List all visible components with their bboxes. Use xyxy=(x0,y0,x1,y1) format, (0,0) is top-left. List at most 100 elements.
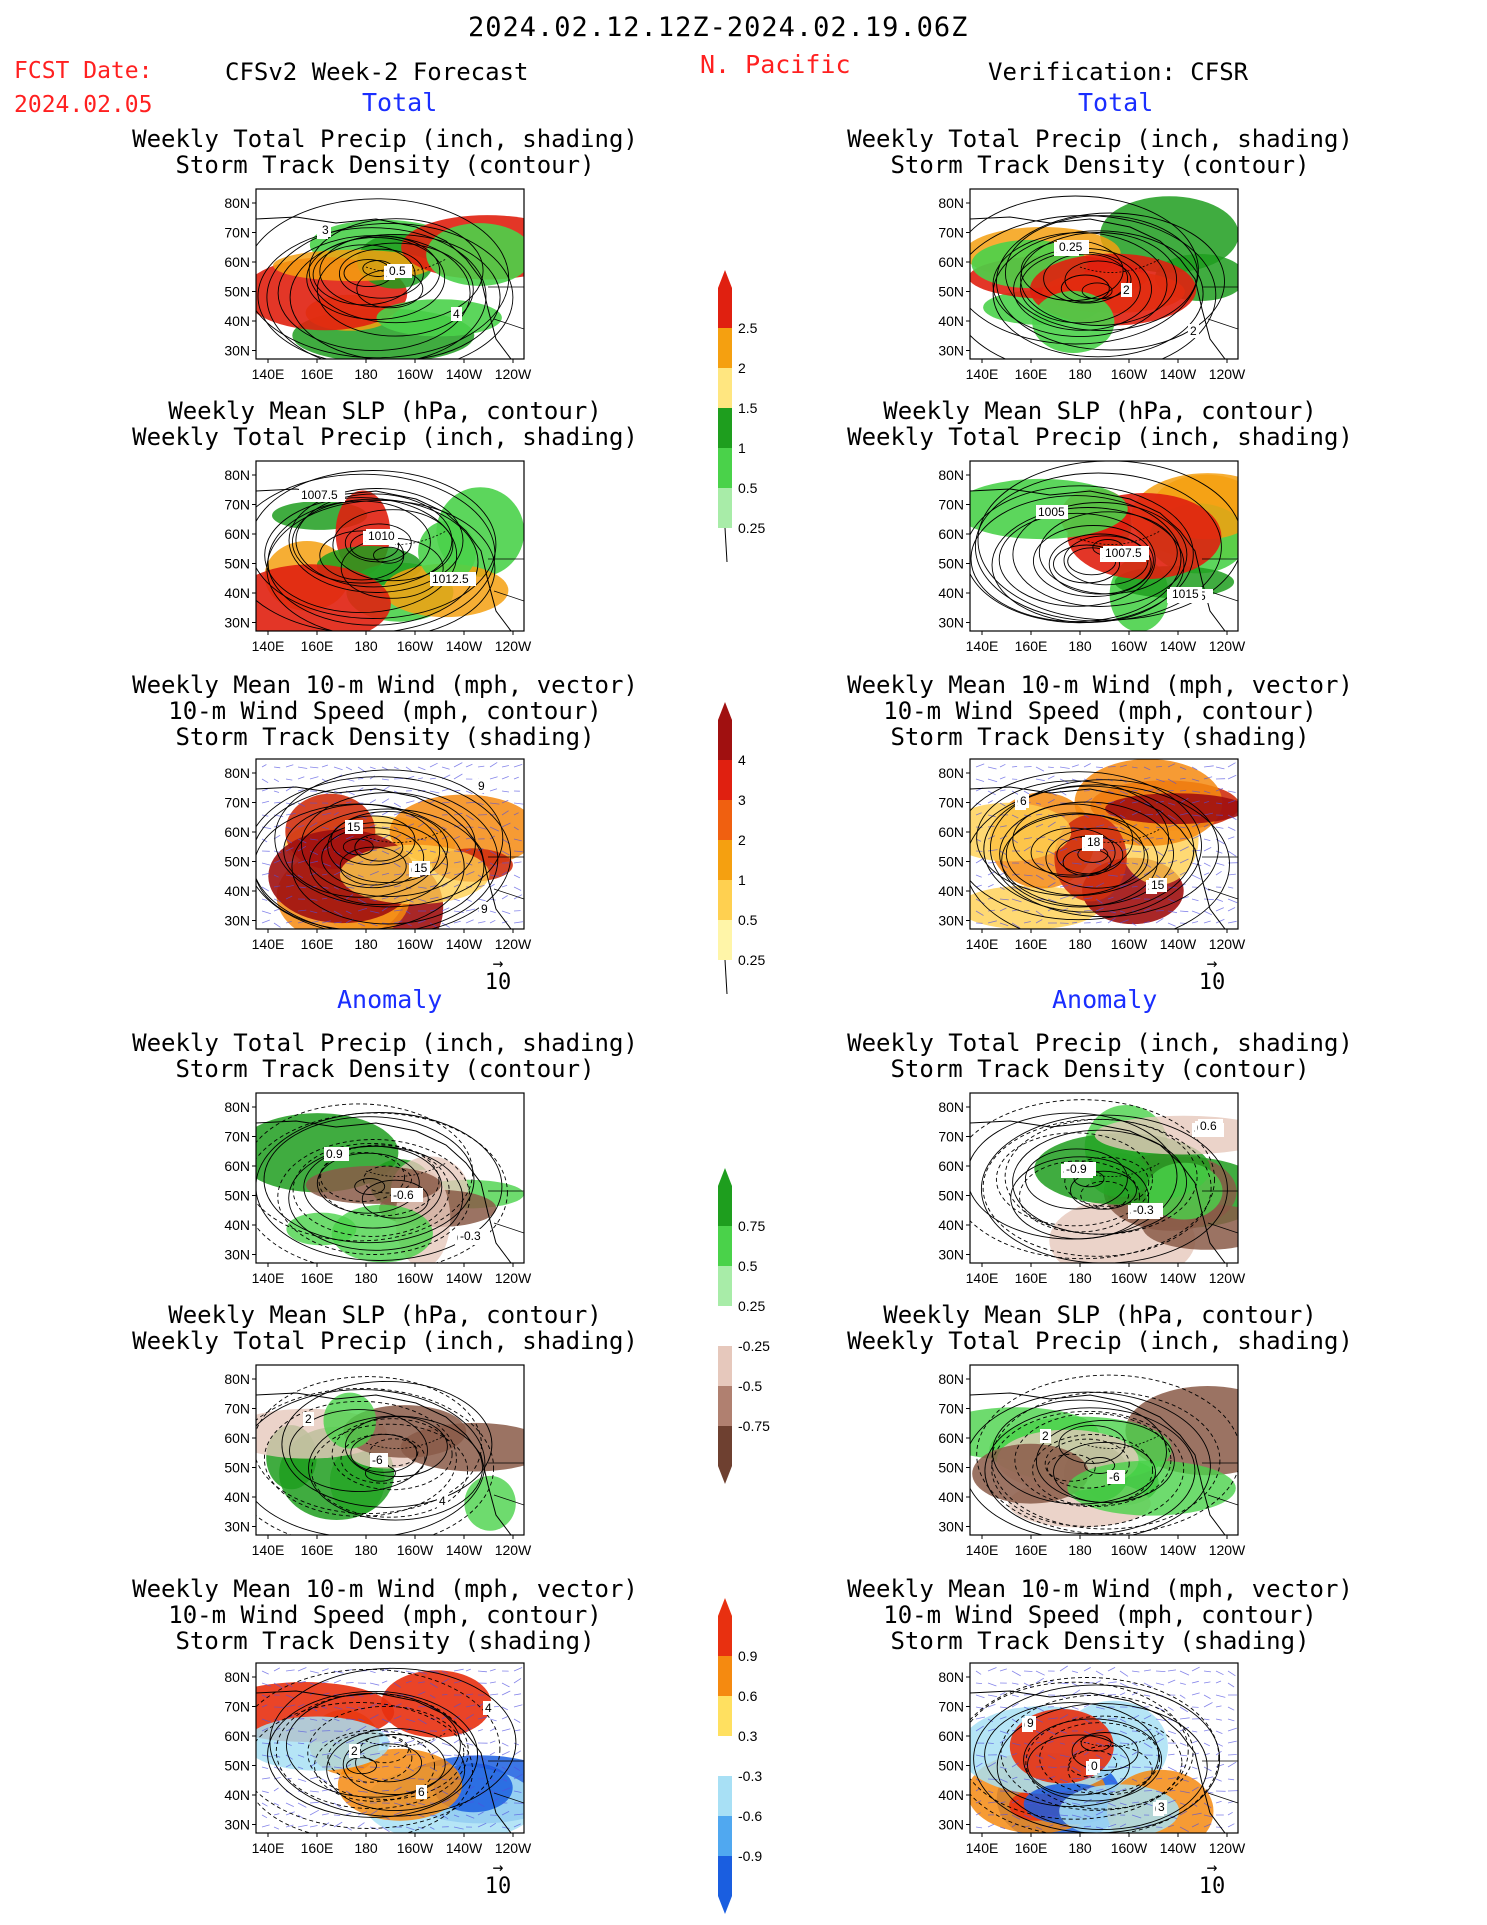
wind-vector xyxy=(999,825,1007,828)
wind-vector xyxy=(513,1729,521,1732)
contour-line xyxy=(256,1112,508,1263)
map-panel-verification-slp-precip: 80N 70N 60N 50N 40N 30N 140E 160E 180 160W 140W 120… xyxy=(930,457,1420,667)
lon-tick-label: 160W xyxy=(397,638,434,654)
wind-vector xyxy=(501,884,508,888)
wind-vector xyxy=(261,838,268,843)
lat-tick-label: 50N xyxy=(938,1188,964,1204)
wind-vector xyxy=(1119,884,1128,888)
wind-vector xyxy=(489,1822,497,1828)
forecast-column-title: CFSv2 Week-2 Forecast xyxy=(225,58,529,86)
wind-vector xyxy=(429,1766,438,1772)
wind-vector xyxy=(1227,1811,1233,1816)
contour-line xyxy=(1024,1148,1128,1210)
wind-vector xyxy=(1131,1670,1140,1673)
lat-tick-label: 50N xyxy=(224,1758,250,1774)
title-line: Weekly Mean 10-m Wind (mph, vector) xyxy=(847,671,1353,699)
wind-vector xyxy=(1071,764,1079,768)
wind-vector xyxy=(1143,908,1151,912)
wind-vector xyxy=(345,862,354,865)
contour-line xyxy=(266,222,514,359)
wind-vector xyxy=(1179,1790,1190,1794)
wind-vector xyxy=(1167,1753,1175,1756)
wind-vector xyxy=(1179,1802,1186,1806)
contour-label-bg xyxy=(483,1701,494,1715)
contour-line xyxy=(264,497,458,614)
wind-vector xyxy=(1203,847,1212,852)
wind-vector xyxy=(321,886,329,889)
lat-tick-label: 50N xyxy=(938,854,964,870)
contour-label: 2 xyxy=(305,1412,312,1426)
colorbar-label: 0.5 xyxy=(738,912,758,928)
wind-vector xyxy=(501,1715,509,1720)
contour-line xyxy=(1005,812,1145,896)
lat-tick-label: 70N xyxy=(224,1129,250,1145)
wind-vector xyxy=(1131,862,1138,865)
wind-vector xyxy=(1023,1790,1032,1796)
map-panel-verification-precip-storm-anomaly: 80N 70N 60N 50N 40N 30N 140E 160E 180 160W 140W 120… xyxy=(930,1089,1420,1299)
wind-vector xyxy=(975,874,982,878)
wind-vector xyxy=(1095,766,1103,769)
wind-vector xyxy=(1071,1750,1080,1756)
wind-vector xyxy=(1119,826,1125,831)
wind-vector xyxy=(1095,1754,1103,1760)
lon-tick-label: 160E xyxy=(301,936,334,952)
wind-vector xyxy=(297,1754,305,1758)
contour-label-bg xyxy=(1149,878,1167,892)
wind-vector xyxy=(417,1691,426,1696)
lon-tick-label: 120W xyxy=(1209,366,1246,382)
wind-vector xyxy=(501,895,508,900)
wind-vector xyxy=(285,1742,292,1747)
contour-label-bg xyxy=(1040,1429,1051,1443)
wind-vector xyxy=(477,1729,483,1732)
wind-vector xyxy=(1047,1754,1056,1760)
wind-vector xyxy=(1011,1682,1019,1685)
wind-vector xyxy=(309,1790,319,1793)
shading-region xyxy=(426,223,524,286)
wind-vector xyxy=(1047,882,1056,888)
colorbar-svg: 2.5 2 1.5 1 0.5 0.25 xyxy=(718,270,765,563)
contour-label: 2 xyxy=(351,1744,358,1758)
wind-vector xyxy=(987,1742,994,1744)
lon-tick-label: 160E xyxy=(1015,936,1048,952)
wind-vector xyxy=(1131,897,1141,900)
wind-vector xyxy=(1167,850,1174,852)
wind-vector xyxy=(309,860,318,864)
wind-vector xyxy=(309,822,318,828)
wind-vector xyxy=(1227,790,1236,793)
wind-vector xyxy=(1095,1729,1104,1732)
wind-vector xyxy=(1023,1802,1033,1805)
wind-vector xyxy=(285,847,294,852)
wind-vector xyxy=(975,884,982,888)
wind-vector xyxy=(1167,1730,1177,1735)
wind-vector xyxy=(1095,882,1105,888)
wind-vector xyxy=(1143,777,1151,780)
lon-tick-label: 160E xyxy=(1015,1270,1048,1286)
colorbar-swatch xyxy=(718,840,732,880)
contour-line xyxy=(307,1705,465,1800)
wind-vector xyxy=(357,1778,367,1784)
contour-line xyxy=(1044,1438,1130,1489)
wind-vector xyxy=(1155,1766,1163,1770)
wind-vector xyxy=(1155,1718,1166,1721)
wind-vector xyxy=(1143,1669,1151,1672)
shading-region xyxy=(1054,814,1127,902)
wind-vector xyxy=(513,886,522,891)
wind-vector xyxy=(489,919,496,924)
contour-label: 0.5 xyxy=(389,264,406,278)
wind-vector xyxy=(309,898,318,901)
wind-vector xyxy=(1023,874,1033,877)
title-line: Storm Track Density (contour) xyxy=(890,151,1310,179)
colorbar-label: 0.75 xyxy=(738,1218,765,1234)
lon-tick-label: 180 xyxy=(354,1270,378,1286)
contour-line xyxy=(982,1118,1212,1257)
wind-vector xyxy=(1071,1689,1081,1696)
wind-vector xyxy=(1191,835,1201,840)
contour-line xyxy=(267,1690,479,1818)
wind-vector xyxy=(285,826,292,830)
wind-vector xyxy=(321,873,328,876)
wind-vector xyxy=(1215,788,1224,792)
wind-vector xyxy=(453,1814,460,1818)
wind-vector xyxy=(1143,870,1151,876)
contour-line xyxy=(331,1418,453,1491)
lon-tick-label: 160W xyxy=(1111,1840,1148,1856)
